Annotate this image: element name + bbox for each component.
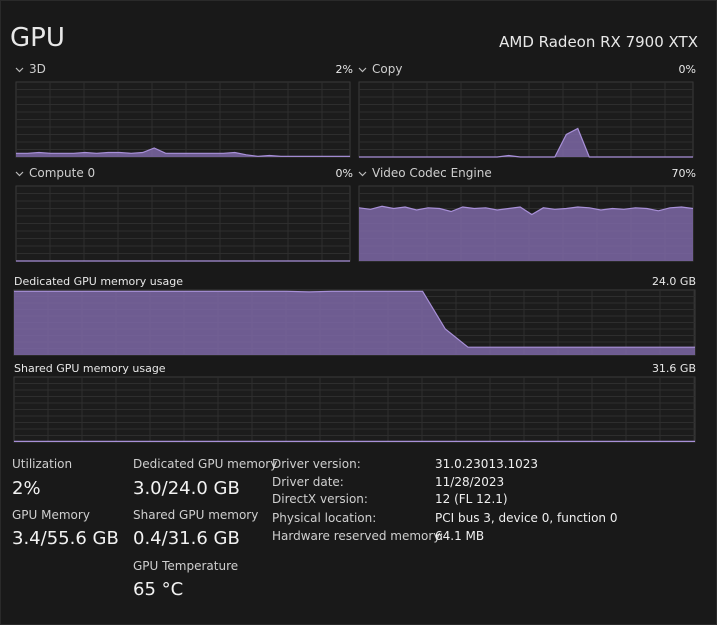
graph-label: Video Codec Engine [372,166,492,180]
graph-current-value: 24.0 GB [652,275,696,288]
graph-label: Shared GPU memory usage [14,362,166,375]
graph-label: Dedicated GPU memory usage [14,275,183,288]
detail-label: Driver date: [272,475,344,489]
usage-line [16,147,350,157]
device-name: AMD Radeon RX 7900 XTX [499,33,698,51]
usage-area [16,148,350,157]
page-title: GPU [10,23,65,53]
usage-area [359,206,693,261]
graph-label: 3D [29,62,46,76]
graph-current-value: 0% [679,63,696,76]
detail-label: Hardware reserved memory: [272,529,444,543]
stat-value: 2% [12,478,41,499]
detail-label: Physical location: [272,511,376,525]
stat-value: 0.4/31.6 GB [133,528,240,549]
usage-line [358,205,694,216]
graph-current-value: 31.6 GB [652,362,696,375]
stat-label: Utilization [12,457,72,471]
detail-label: Driver version: [272,457,361,471]
stat-label: GPU Memory [12,508,90,522]
stat-label: Dedicated GPU memory [133,457,277,471]
stat-value: 3.0/24.0 GB [133,478,240,499]
detail-value: 12 (FL 12.1) [435,492,508,506]
detail-value: 31.0.23013.1023 [435,457,538,471]
detail-value: 11/28/2023 [435,475,504,489]
usage-line [359,127,693,158]
collapse-chevron[interactable] [15,67,24,73]
graph-current-value: 2% [336,63,353,76]
detail-value: PCI bus 3, device 0, function 0 [435,511,617,525]
graph-label: Compute 0 [29,166,95,180]
collapse-chevron[interactable] [15,171,24,177]
detail-value: 64.1 MB [435,529,484,543]
stat-label: GPU Temperature [133,559,238,573]
stat-label: Shared GPU memory [133,508,258,522]
graph-label: Copy [372,62,402,76]
usage-line [14,290,695,348]
detail-label: DirectX version: [272,492,368,506]
stat-value: 3.4/55.6 GB [12,528,119,549]
stat-value: 65 °C [133,579,183,600]
graph-current-value: 0% [336,167,353,180]
usage-area [14,291,695,355]
graph-current-value: 70% [672,167,696,180]
collapse-chevron[interactable] [358,171,367,177]
collapse-chevron[interactable] [358,67,367,73]
